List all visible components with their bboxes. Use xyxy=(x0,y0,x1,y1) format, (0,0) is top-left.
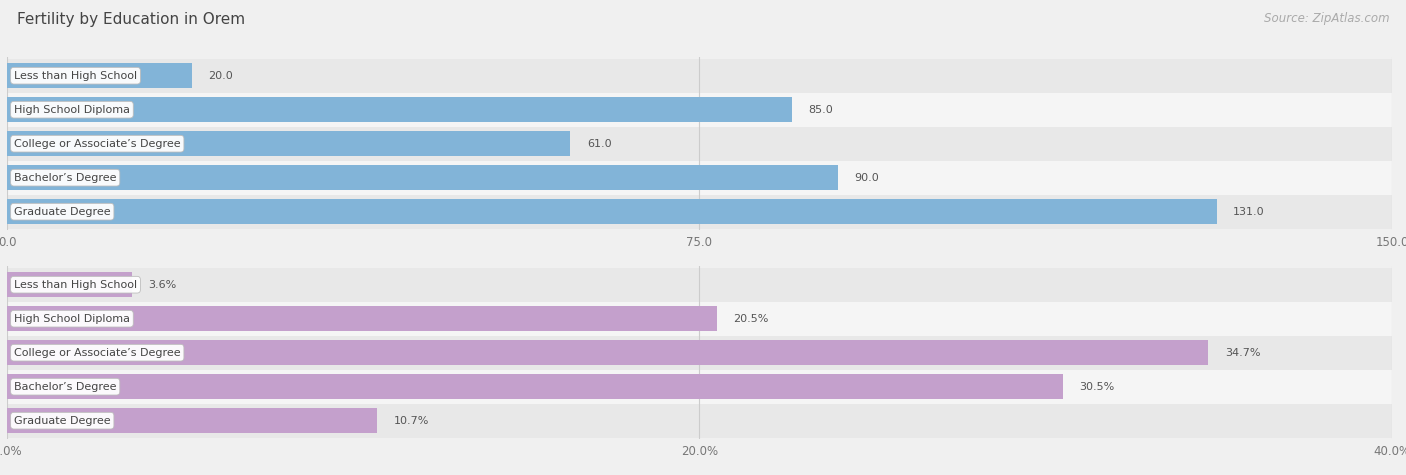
Text: 90.0: 90.0 xyxy=(855,173,879,183)
Text: Less than High School: Less than High School xyxy=(14,71,136,81)
Bar xyxy=(7,64,191,88)
Text: 3.6%: 3.6% xyxy=(148,280,177,290)
FancyBboxPatch shape xyxy=(7,195,1392,228)
Text: 20.5%: 20.5% xyxy=(734,314,769,323)
Bar xyxy=(7,97,792,122)
FancyBboxPatch shape xyxy=(7,93,1392,127)
Text: 85.0: 85.0 xyxy=(808,104,834,114)
FancyBboxPatch shape xyxy=(7,268,1392,302)
Bar xyxy=(7,306,717,331)
Text: 30.5%: 30.5% xyxy=(1080,382,1115,392)
Text: Less than High School: Less than High School xyxy=(14,280,136,290)
Text: Source: ZipAtlas.com: Source: ZipAtlas.com xyxy=(1264,12,1389,25)
Bar xyxy=(7,341,1208,365)
Text: 131.0: 131.0 xyxy=(1233,207,1265,217)
FancyBboxPatch shape xyxy=(7,161,1392,195)
Text: High School Diploma: High School Diploma xyxy=(14,104,129,114)
Text: College or Associate’s Degree: College or Associate’s Degree xyxy=(14,139,180,149)
Bar xyxy=(7,165,838,190)
Text: College or Associate’s Degree: College or Associate’s Degree xyxy=(14,348,180,358)
Text: Graduate Degree: Graduate Degree xyxy=(14,207,111,217)
Bar xyxy=(7,200,1216,224)
Bar xyxy=(7,374,1063,399)
FancyBboxPatch shape xyxy=(7,127,1392,161)
FancyBboxPatch shape xyxy=(7,336,1392,370)
Text: Bachelor’s Degree: Bachelor’s Degree xyxy=(14,382,117,392)
Text: 20.0: 20.0 xyxy=(208,71,233,81)
Bar xyxy=(7,408,377,433)
FancyBboxPatch shape xyxy=(7,59,1392,93)
Text: Graduate Degree: Graduate Degree xyxy=(14,416,111,426)
Text: Fertility by Education in Orem: Fertility by Education in Orem xyxy=(17,12,245,27)
Text: 61.0: 61.0 xyxy=(586,139,612,149)
Bar xyxy=(7,132,571,156)
Bar xyxy=(7,273,132,297)
FancyBboxPatch shape xyxy=(7,370,1392,404)
Text: High School Diploma: High School Diploma xyxy=(14,314,129,323)
Text: Bachelor’s Degree: Bachelor’s Degree xyxy=(14,173,117,183)
Text: 10.7%: 10.7% xyxy=(394,416,429,426)
FancyBboxPatch shape xyxy=(7,404,1392,437)
FancyBboxPatch shape xyxy=(7,302,1392,336)
Text: 34.7%: 34.7% xyxy=(1225,348,1261,358)
